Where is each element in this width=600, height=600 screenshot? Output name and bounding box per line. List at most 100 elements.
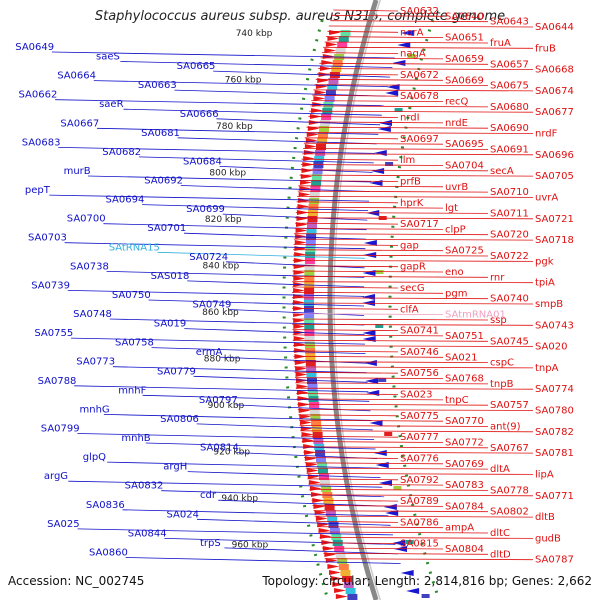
gene-label-right: SA0780 xyxy=(535,406,574,417)
gene-label-right: tnpC xyxy=(445,395,469,406)
reverse-gene-arrow xyxy=(383,504,397,510)
cog-block xyxy=(304,270,315,276)
gene-label-left: SA0667 xyxy=(60,118,99,129)
gene-label-right: SA0771 xyxy=(535,491,574,502)
cog-block xyxy=(319,126,329,132)
gene-label-right: SA0786 xyxy=(400,517,439,528)
forward-gene-arrow xyxy=(314,90,327,95)
leader-line-right xyxy=(293,350,399,353)
inner-feature-block xyxy=(375,324,384,328)
gene-label-right: nagA xyxy=(400,49,426,60)
cog-block xyxy=(327,516,338,522)
gene-label-right: SA0746 xyxy=(400,347,439,358)
inner-feature-block xyxy=(394,108,403,112)
leader-line-left xyxy=(161,490,385,498)
leader-line-left xyxy=(183,232,366,240)
gene-label-right: recQ xyxy=(445,97,469,108)
leader-line-right xyxy=(297,190,489,193)
forward-gene-arrow xyxy=(306,468,319,473)
leader-line-right xyxy=(304,137,399,140)
forward-gene-arrow xyxy=(314,510,327,515)
leader-line-left xyxy=(96,127,379,135)
leader-line-right xyxy=(294,233,489,236)
gene-label-left: SA0814 xyxy=(200,443,239,454)
gene-label-right: SA0718 xyxy=(535,235,574,246)
leader-line-left xyxy=(123,108,382,116)
scale-label: 760 kbp xyxy=(225,76,262,86)
gene-label-left: SAtRNA15 xyxy=(109,242,160,253)
cog-block xyxy=(312,432,323,438)
gene-label-right: SA0772 xyxy=(445,438,484,449)
gene-label-left: SA0738 xyxy=(70,261,109,272)
gene-label-left: SA0692 xyxy=(144,176,183,187)
cog-block xyxy=(347,594,358,600)
leader-line-right xyxy=(293,244,399,246)
gene-label-left: murB xyxy=(64,166,91,177)
reverse-gene-arrow xyxy=(362,294,376,300)
cog-block xyxy=(313,438,324,444)
gene-label-left: SA0700 xyxy=(67,214,106,225)
cog-block xyxy=(324,504,335,510)
cog-block xyxy=(304,306,314,312)
forward-gene-arrow xyxy=(305,462,318,467)
leader-line-right xyxy=(312,505,444,507)
inner-feature-block xyxy=(378,378,387,382)
leader-line-right xyxy=(311,100,444,102)
inner-feature-block xyxy=(405,540,414,544)
leader-line-right xyxy=(309,489,489,491)
forward-gene-arrow xyxy=(335,594,348,599)
gene-label-right: dltA xyxy=(490,464,510,475)
leader-line-right xyxy=(310,105,489,108)
leader-line-right xyxy=(292,270,444,273)
leader-line-right xyxy=(291,291,444,294)
cog-block xyxy=(307,384,318,390)
forward-gene-arrow xyxy=(330,576,343,581)
gene-label-right: SA0769 xyxy=(445,459,484,470)
cog-block xyxy=(317,462,327,468)
leader-line-right xyxy=(295,387,534,390)
leader-line-right xyxy=(315,521,399,523)
gene-label-right: SA020 xyxy=(535,342,567,353)
leader-line-right xyxy=(292,329,399,331)
forward-gene-arrow xyxy=(334,588,347,593)
leader-line-left xyxy=(107,461,379,469)
gene-label-right: SA0740 xyxy=(490,294,529,305)
forward-gene-arrow xyxy=(315,516,328,521)
leader-line-right xyxy=(320,57,444,60)
leader-line-right xyxy=(310,494,534,497)
gene-label-left: SA0755 xyxy=(34,328,73,339)
cog-block xyxy=(316,456,326,462)
gene-label-right: SA0640 xyxy=(445,11,484,22)
leader-line-right xyxy=(292,281,534,284)
scale-label: 780 kbp xyxy=(216,122,253,132)
gene-label-right: SA0678 xyxy=(400,91,439,102)
leader-line-right xyxy=(295,211,489,214)
gene-label-left: SA0701 xyxy=(147,223,186,234)
leader-line-right xyxy=(298,414,399,417)
gene-label-right: SA0632 xyxy=(400,6,439,17)
cog-block xyxy=(329,528,340,534)
gene-label-left: mnhF xyxy=(118,385,146,396)
gene-label-left: SA025 xyxy=(47,519,79,530)
accession-label: Accession: NC_002745 xyxy=(8,574,145,588)
scale-label: 800 kbp xyxy=(209,169,246,179)
gene-label-right: gap xyxy=(400,240,419,251)
leader-line-right xyxy=(297,195,534,198)
leader-line-right xyxy=(331,14,444,17)
gene-label-left: SA0860 xyxy=(89,548,128,559)
cog-block xyxy=(340,30,351,36)
leader-line-right xyxy=(323,46,534,49)
gene-label-right: SA0804 xyxy=(445,544,484,555)
leader-line-left xyxy=(180,185,371,192)
reverse-gene-arrow xyxy=(366,390,380,396)
inner-feature-block xyxy=(385,162,394,166)
gene-label-right: dltC xyxy=(490,528,510,539)
cog-block xyxy=(324,96,335,102)
leader-line-right xyxy=(324,41,489,44)
leader-line-right xyxy=(320,542,399,545)
gene-label-right: SA0802 xyxy=(490,507,529,518)
reverse-gene-arrow xyxy=(371,168,385,174)
gene-label-left: SA0649 xyxy=(15,42,54,53)
gene-label-right: tpiA xyxy=(535,278,555,289)
gene-label-left: cdr xyxy=(200,490,217,501)
